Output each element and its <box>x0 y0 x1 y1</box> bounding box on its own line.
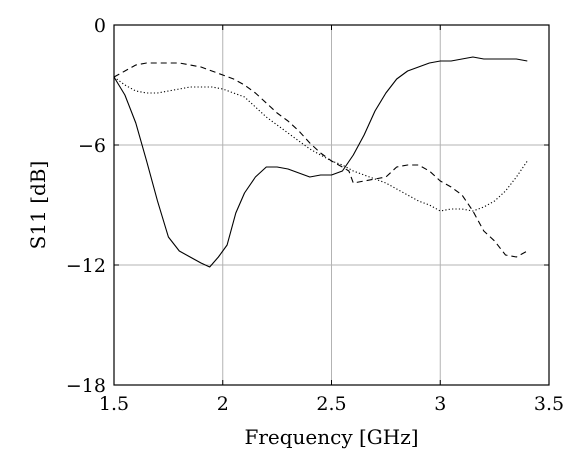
y-tick-label: 0 <box>94 15 106 37</box>
series-line-dotted <box>113 76 528 212</box>
x-tick-labels: 1.5 2 2.5 3 3.5 <box>99 25 564 415</box>
grid-lines <box>114 25 549 385</box>
x-tick-label: 3 <box>434 393 446 415</box>
x-tick-label: 2 <box>217 393 229 415</box>
y-tick-label: −12 <box>66 255 106 277</box>
y-tick-label: −6 <box>78 135 106 157</box>
series-group <box>113 56 528 268</box>
x-axis-label: Frequency [GHz] <box>244 425 418 449</box>
y-tick-label: −18 <box>66 375 106 397</box>
y-tick-labels: −18 −12 −6 0 <box>66 15 549 397</box>
x-tick-label: 1.5 <box>99 393 129 415</box>
x-tick-label: 3.5 <box>534 393 564 415</box>
series-line-solid <box>113 56 528 268</box>
x-tick-label: 2.5 <box>316 393 346 415</box>
series-line-dashed <box>113 62 528 258</box>
y-axis-label: S11 [dB] <box>26 161 50 250</box>
